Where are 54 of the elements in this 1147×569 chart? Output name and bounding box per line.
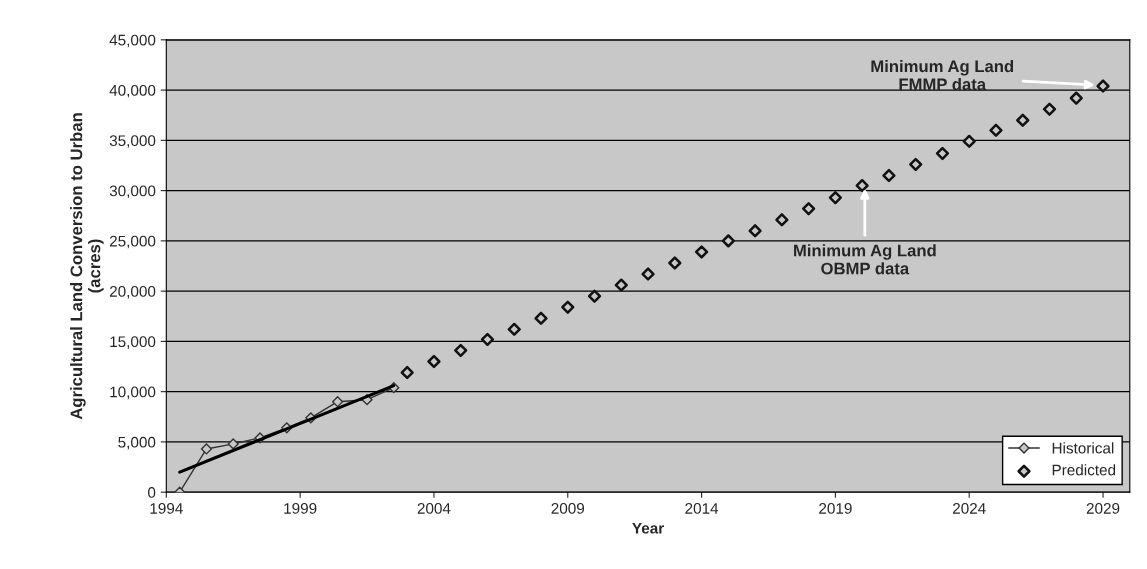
point (200, 443, 213, 455)
point (227, 438, 239, 450)
x-tick-label: 2004 (417, 503, 451, 514)
point (748, 224, 762, 238)
point (614, 278, 628, 292)
y-tick-label: 30,000 (109, 185, 156, 199)
point (882, 168, 896, 183)
x-tick-label: 2029 (1086, 503, 1120, 514)
point (561, 300, 575, 314)
point (1042, 102, 1057, 116)
annotation: Minimum Ag Land OBMP data (794, 244, 936, 275)
point (331, 396, 344, 408)
point (721, 234, 735, 248)
y-tick-label: 20,000 (109, 286, 156, 299)
point (400, 365, 414, 380)
y-tick-label: 40,000 (109, 84, 156, 98)
point (935, 146, 950, 161)
point (1069, 91, 1083, 105)
legend-label: Historical (1052, 442, 1114, 454)
point (454, 343, 468, 358)
y-tick-label: 15,000 (110, 336, 156, 349)
x-tick-label: 2009 (551, 503, 585, 514)
point (775, 213, 789, 227)
y-axis-title: Agricultural Land Conversion to Urban (acres) (70, 113, 104, 420)
point (694, 245, 709, 259)
point (855, 178, 869, 193)
annotation: Minimum Ag Land FMMP data (871, 59, 1014, 91)
point (480, 332, 495, 347)
point (909, 157, 923, 172)
point (587, 289, 602, 303)
point (668, 256, 682, 270)
x-tick-label: 2019 (819, 503, 852, 514)
y-tick-label: 0 (148, 487, 156, 498)
point (828, 191, 843, 205)
point (962, 134, 976, 148)
point (507, 322, 521, 336)
point (1096, 79, 1110, 93)
point (534, 311, 548, 325)
y-tick-label: 25,000 (109, 235, 156, 249)
x-tick-label: 2014 (685, 503, 719, 514)
x-axis-title: Year (632, 522, 664, 534)
legend-label: Predicted (1052, 464, 1116, 476)
x-tick-label: 2024 (952, 503, 986, 514)
y-tick-label: 5,000 (118, 436, 156, 450)
point (641, 267, 655, 281)
x-tick-label: 1994 (150, 503, 183, 514)
point (989, 123, 1003, 137)
y-tick-label: 35,000 (109, 135, 156, 148)
x-tick-label: 1999 (284, 503, 317, 514)
point (1016, 113, 1030, 127)
y-tick-label: 45,000 (109, 34, 156, 48)
y-tick-label: 10,000 (110, 386, 156, 400)
point (802, 202, 816, 216)
point (427, 354, 441, 369)
